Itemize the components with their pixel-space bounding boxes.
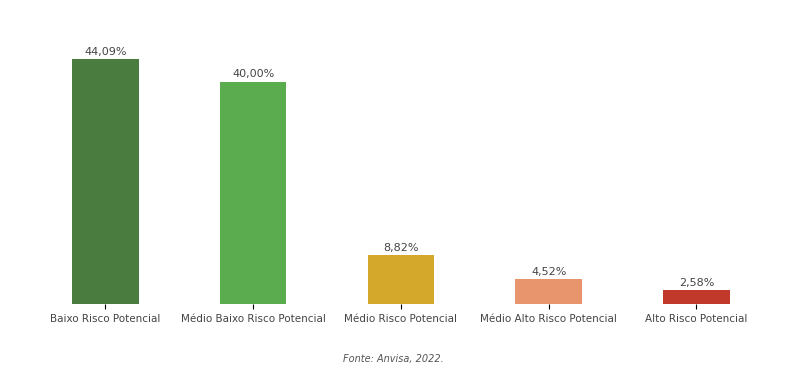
Text: 2,58%: 2,58% — [678, 278, 714, 288]
Bar — [516, 279, 582, 304]
Bar — [663, 290, 729, 304]
Text: 4,52%: 4,52% — [531, 267, 567, 277]
Bar — [72, 59, 138, 304]
Text: 44,09%: 44,09% — [84, 47, 127, 57]
Bar — [368, 255, 434, 304]
Text: Fonte: Anvisa, 2022.: Fonte: Anvisa, 2022. — [343, 354, 443, 364]
Bar — [220, 82, 286, 304]
Text: 40,00%: 40,00% — [232, 69, 274, 79]
Text: 8,82%: 8,82% — [383, 243, 419, 253]
